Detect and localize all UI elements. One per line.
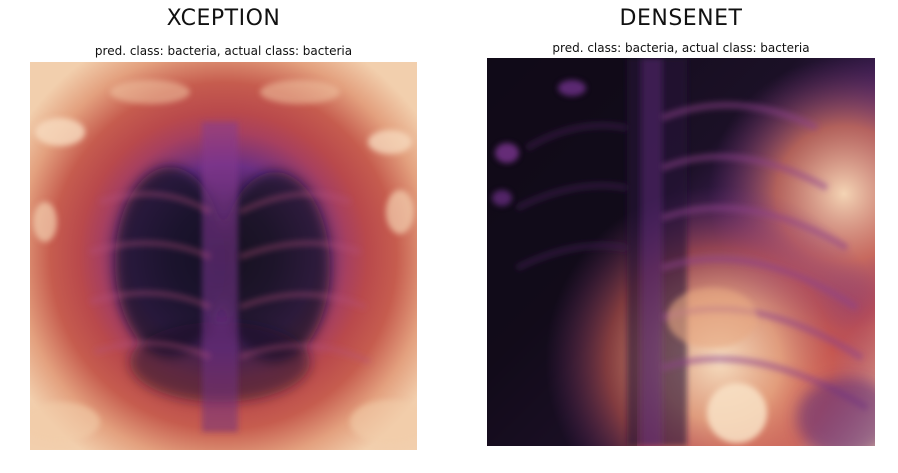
xception-caption: pred. class: bacteria, actual class: bac…: [94, 44, 353, 58]
xception-ribs: [89, 191, 372, 365]
densenet-lower-right: [797, 378, 875, 446]
densenet-ribs-left: [515, 122, 628, 271]
densenet-heatmap-image: [487, 58, 875, 446]
xception-heatmap-svg: [30, 62, 417, 450]
xception-title: XCEPTION: [166, 6, 281, 31]
xception-heatmap-image: [30, 62, 417, 450]
densenet-heatmap-svg: [487, 58, 875, 446]
densenet-spine: [627, 58, 687, 446]
xception-bright-spots: [30, 80, 417, 444]
densenet-caption: pred. class: bacteria, actual class: bac…: [552, 41, 810, 55]
xception-spine: [202, 122, 238, 432]
densenet-title: DENSENET: [619, 6, 743, 31]
densenet-bright-spots: [492, 80, 767, 443]
